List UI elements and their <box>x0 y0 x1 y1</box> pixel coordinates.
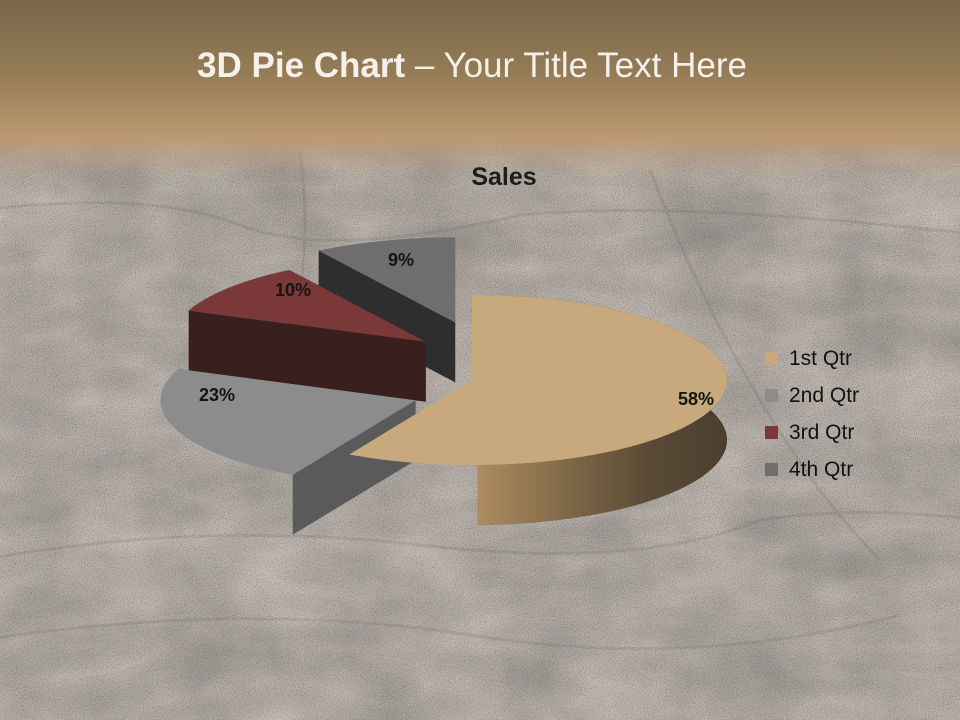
svg-text:9%: 9% <box>388 250 414 270</box>
svg-text:23%: 23% <box>199 385 235 405</box>
svg-text:58%: 58% <box>678 389 714 409</box>
svg-text:10%: 10% <box>275 280 311 300</box>
